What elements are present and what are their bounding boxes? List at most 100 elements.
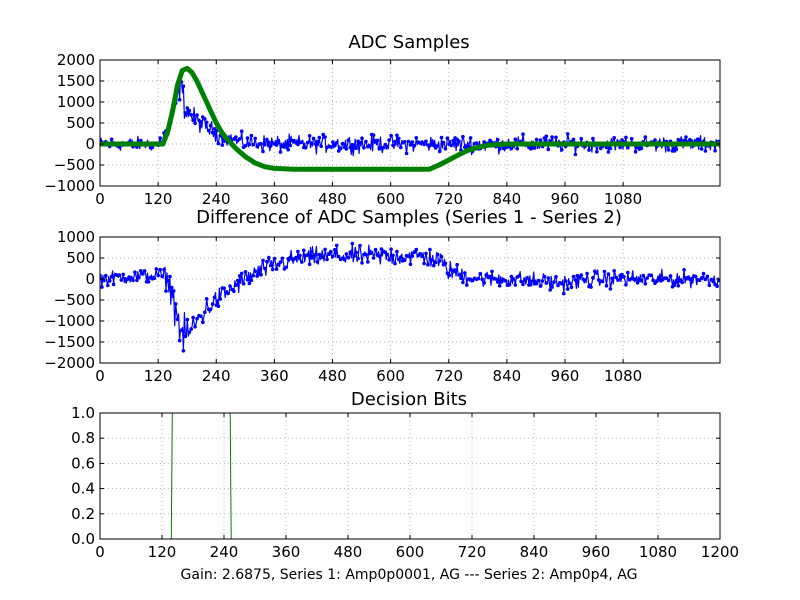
data-point [509,274,514,279]
data-point [193,121,197,126]
footer-caption: Gain: 2.6875, Series 1: Amp0p0001, AG --… [181,567,638,583]
data-point [187,330,192,335]
data-point [241,281,246,286]
data-point [284,265,289,270]
data-point [606,150,611,154]
data-point [430,258,434,262]
data-point [441,140,446,145]
data-point [468,136,473,140]
data-point [239,271,244,276]
data-point [484,273,489,277]
data-point [251,273,256,278]
y-tick-label: 1.0 [71,404,95,422]
data-point [432,263,436,268]
data-point [529,282,533,287]
series-1 [100,65,720,172]
data-point [428,247,432,252]
data-point [424,139,428,144]
y-tick-label: −1000 [44,312,95,330]
x-tick-label: 720 [434,190,463,208]
data-point [437,259,442,263]
data-point [333,248,337,252]
data-point [641,273,646,278]
data-point [156,273,160,278]
data-point [183,111,188,115]
data-point [385,144,390,149]
data-point [443,146,448,151]
data-point [346,255,351,260]
data-point [513,283,518,287]
x-tick-label: 600 [396,543,425,561]
data-point [267,140,271,145]
data-point [509,146,514,151]
data-point [715,284,719,289]
data-point [313,253,318,257]
data-point [334,243,339,248]
y-tick-label: 0 [85,270,95,288]
data-point [530,279,535,283]
data-point [395,249,399,254]
x-tick-label: 840 [493,367,522,385]
y-tick-label: 0.2 [71,505,95,523]
data-point [507,283,512,287]
data-point [573,278,578,282]
data-point [676,284,681,288]
data-point [622,275,626,279]
data-point [534,281,539,286]
data-point [445,136,450,140]
y-tick-label: 500 [66,114,95,132]
data-point [249,133,254,138]
data-point [307,262,312,267]
data-point [366,260,370,264]
x-tick-label: 240 [202,190,231,208]
x-tick-label: 840 [520,543,549,561]
data-point [453,268,457,272]
data-point [181,349,186,353]
x-tick-label: 0 [95,190,105,208]
data-point [133,270,137,275]
data-point [247,281,252,286]
data-point [269,263,273,268]
chart-title-adc-samples: ADC Samples [348,32,469,53]
data-point [616,278,620,282]
data-point [358,140,362,145]
data-point [191,315,195,320]
data-point [395,133,399,138]
data-point [294,255,298,260]
data-point [253,269,257,273]
data-point [206,128,211,133]
data-point [228,284,232,288]
data-point [208,123,213,128]
data-point [263,266,267,271]
data-point [129,275,133,280]
data-point [494,277,498,281]
data-point [168,274,172,279]
data-point [164,289,168,293]
data-point [317,252,322,257]
data-point [503,279,508,283]
y-tick-label: 0.0 [71,530,95,548]
y-tick-label: 0 [85,135,95,153]
data-point [511,277,516,281]
data-point [137,275,141,280]
data-point [195,316,199,321]
data-point [651,278,655,283]
data-point [690,276,694,281]
data-point [303,145,308,150]
data-point [373,247,378,252]
data-point [554,274,558,279]
data-point [327,252,331,256]
data-point [249,278,254,283]
plot-area [100,241,720,353]
data-point [336,254,341,259]
data-point [117,273,122,277]
data-point [298,253,302,258]
data-point [591,275,595,280]
x-tick-label: 0 [95,543,105,561]
data-point [305,253,310,257]
data-point [323,247,327,252]
data-point [199,120,203,124]
data-point [286,147,291,152]
data-point [496,280,500,284]
x-tick-label: 1080 [604,190,642,208]
